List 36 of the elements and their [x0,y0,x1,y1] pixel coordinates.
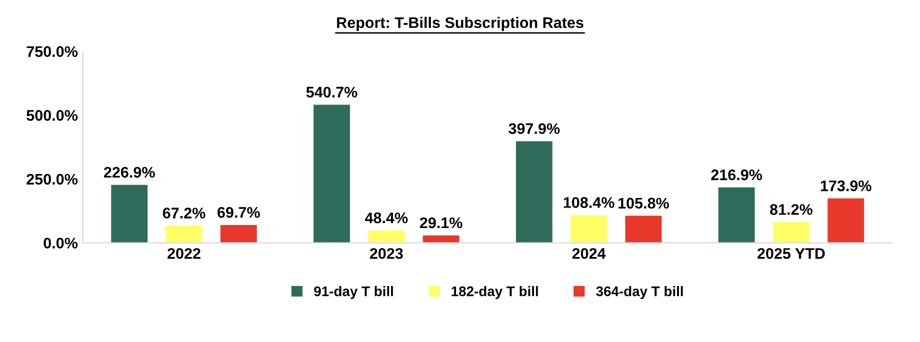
data-label: 226.9% [104,166,155,178]
legend-label: 91-day T bill [314,286,393,299]
y-tick-label: 0.0% [44,238,78,249]
data-label: 81.2% [770,204,812,215]
x-tick-label: 2022 [168,248,200,259]
bar [422,235,460,243]
bar [314,104,350,243]
data-label: 67.2% [162,208,206,218]
bar [516,141,552,243]
x-tick-label: 2025 YTD [757,248,825,259]
data-label: 105.8% [618,198,669,209]
legend-label: 182-day T bill [452,286,538,299]
bar [220,225,257,243]
data-label: 48.4% [364,212,408,224]
bar [718,187,755,243]
legend-label: 364-day T bill [596,286,683,299]
bar [111,184,148,243]
y-tick-label: 500.0% [26,110,78,121]
x-tick-label: 2024 [572,248,606,259]
y-tick-label: 750.0% [26,46,78,57]
data-label: 69.7% [218,207,260,218]
data-label: 108.4% [564,197,614,208]
bar [368,230,405,243]
data-label: 173.9% [820,180,872,192]
bar [570,215,608,243]
bar [828,198,864,243]
data-label: 216.9% [711,169,762,180]
data-label: 29.1% [420,217,462,228]
data-label: 540.7% [306,86,358,98]
bar [772,222,810,243]
bar [625,216,662,243]
data-label: 397.9% [508,123,560,134]
bar [166,226,202,243]
y-tick-label: 250.0% [26,174,78,185]
chart-title: Report: T-Bills Subscription Rates [337,16,584,32]
x-tick-label: 2023 [370,248,403,259]
